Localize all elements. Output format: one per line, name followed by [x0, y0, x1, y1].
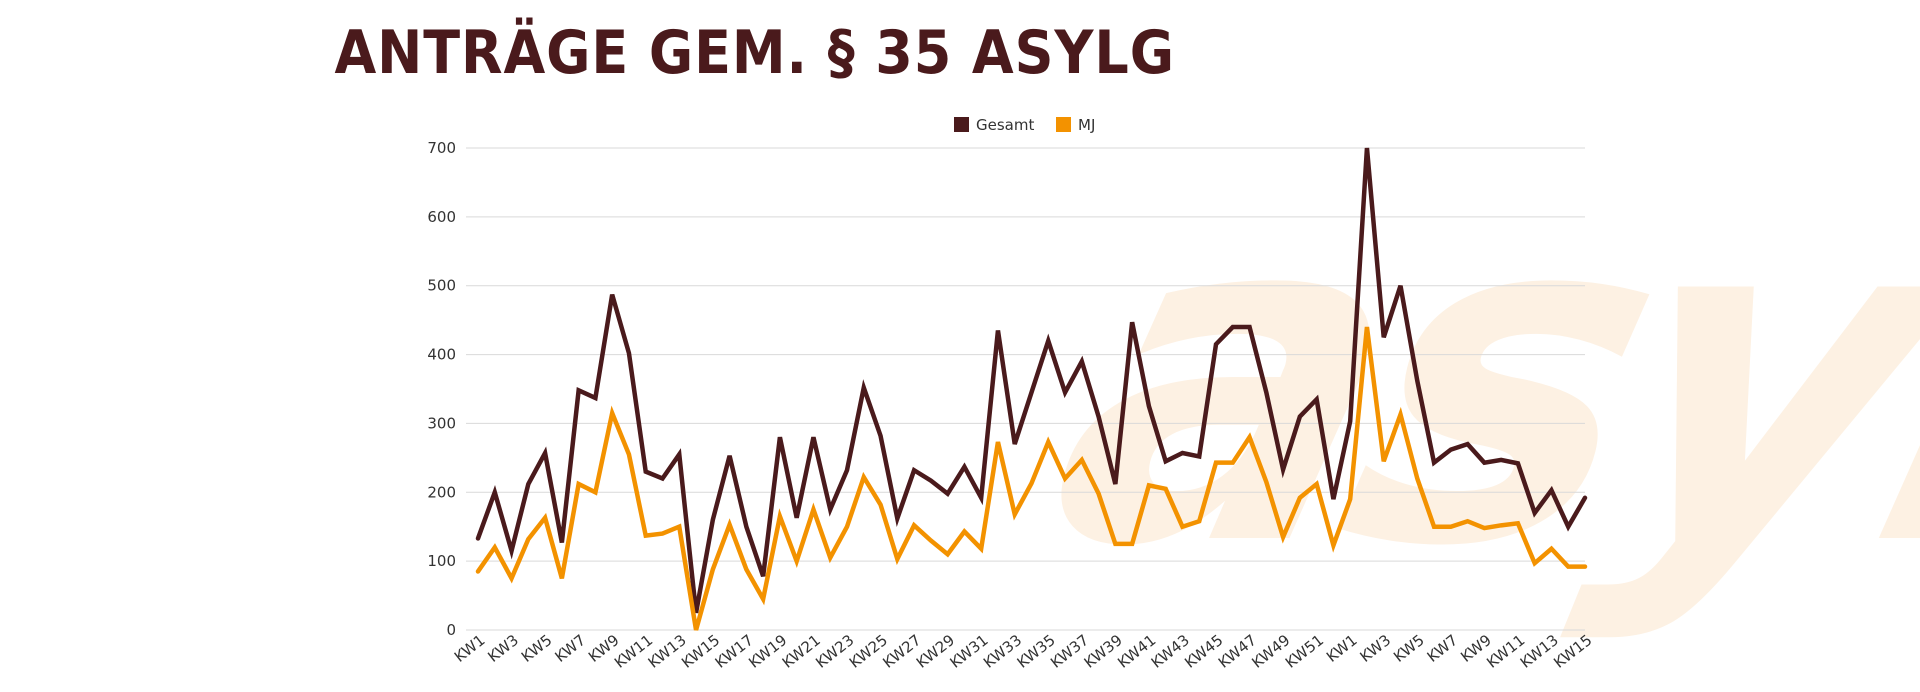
y-tick-label: 0	[446, 621, 456, 639]
y-tick-label: 600	[427, 208, 456, 226]
x-tick-label: KW39	[1081, 631, 1126, 672]
x-tick-label: KW21	[779, 631, 824, 672]
page-title: ANTRÄGE GEM. § 35 ASYLG	[334, 18, 1175, 88]
x-tick-label: KW11	[611, 631, 656, 672]
x-tick-label: KW37	[1047, 631, 1092, 672]
y-tick-label: 400	[427, 346, 456, 364]
series-line-mj	[475, 326, 1588, 631]
x-tick-label: KW45	[1181, 631, 1226, 672]
y-axis: 0 100 200 300 400 500 600 700	[427, 139, 456, 639]
x-tick-label: KW23	[812, 631, 857, 672]
chart-series	[475, 147, 1588, 631]
x-tick-label: KW19	[745, 631, 790, 672]
x-tick-label: KW35	[1014, 631, 1059, 672]
x-tick-label: KW17	[712, 631, 757, 672]
x-tick-label: KW27	[879, 631, 924, 672]
x-tick-label: KW15	[1550, 631, 1595, 672]
x-tick-label: KW3	[484, 631, 522, 666]
x-tick-label: KW31	[946, 631, 991, 672]
x-tick-label: KW7	[1424, 631, 1462, 666]
x-tick-label: KW11	[1483, 631, 1528, 672]
x-tick-label: KW1	[1323, 631, 1361, 666]
y-tick-label: 700	[427, 139, 456, 157]
x-tick-label: KW25	[846, 631, 891, 672]
x-tick-label: KW3	[1357, 631, 1395, 666]
legend-label-mj: MJ	[1078, 116, 1095, 134]
x-axis: KW1KW3KW5KW7KW9KW11KW13KW15KW17KW19KW21K…	[451, 631, 1596, 672]
x-tick-label: KW7	[551, 631, 589, 666]
x-tick-label: KW5	[518, 631, 556, 666]
x-tick-label: KW49	[1248, 631, 1293, 672]
x-tick-label: KW43	[1148, 631, 1193, 672]
x-tick-label: KW5	[1390, 631, 1428, 666]
y-tick-label: 300	[427, 414, 456, 432]
y-tick-label: 200	[427, 483, 456, 501]
x-tick-label: KW13	[1517, 631, 1562, 672]
chart-legend: Gesamt MJ	[954, 116, 1095, 134]
y-tick-label: 500	[427, 277, 456, 295]
x-tick-label: KW29	[913, 631, 958, 672]
x-tick-label: KW47	[1215, 631, 1260, 672]
legend-swatch-gesamt	[954, 117, 969, 132]
y-tick-label: 100	[427, 552, 456, 570]
x-tick-label: KW13	[645, 631, 690, 672]
x-tick-label: KW33	[980, 631, 1025, 672]
x-tick-label: KW51	[1282, 631, 1327, 672]
x-tick-label: KW1	[451, 631, 489, 666]
x-tick-label: KW15	[678, 631, 723, 672]
legend-swatch-mj	[1056, 117, 1071, 132]
legend-label-gesamt: Gesamt	[976, 116, 1034, 134]
x-tick-label: KW41	[1114, 631, 1159, 672]
series-line-gesamt	[475, 147, 1588, 614]
